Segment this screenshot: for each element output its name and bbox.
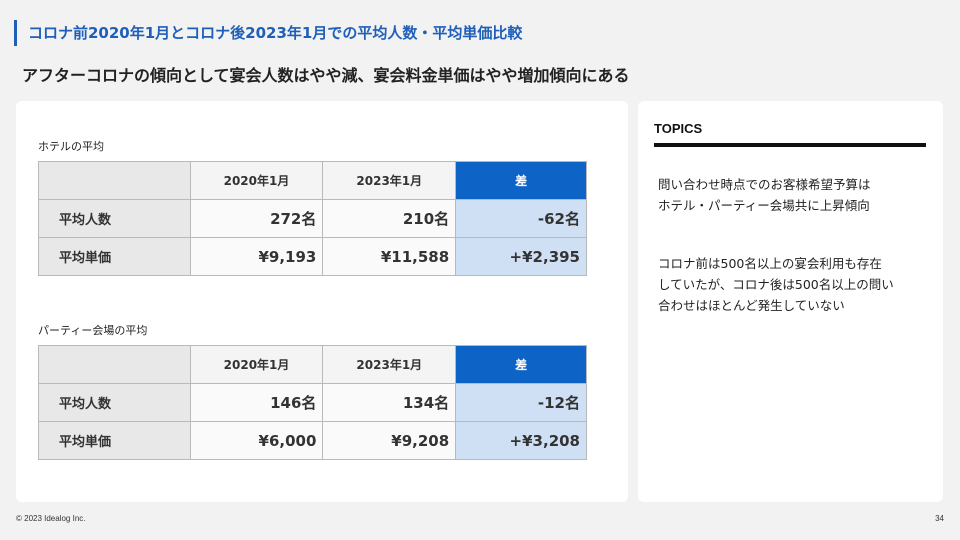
row-label: 平均単価 — [38, 421, 191, 460]
topic-item: コロナ前は500名以上の宴会利用も存在 していたが、コロナ後は500名以上の問い… — [658, 256, 894, 313]
party-venue-comparison-table: 2020年1月 2023年1月 差 平均人数 146名 134名 -12名 平均… — [38, 345, 587, 460]
value-2020: 146名 — [189, 383, 324, 422]
row-label: 平均単価 — [38, 237, 191, 276]
hotel-table-title: ホテルの平均 — [38, 140, 104, 153]
value-2023: ¥9,208 — [322, 421, 457, 460]
value-diff: -62名 — [455, 199, 587, 238]
table-row: 平均単価 ¥9,193 ¥11,588 +¥2,395 — [38, 237, 587, 276]
table-row: 平均人数 272名 210名 -62名 — [38, 199, 587, 238]
value-diff: +¥3,208 — [455, 421, 587, 460]
topics-panel: TOPICS 問い合わせ時点でのお客様希望予算は ホテル・パーティー会場共に上昇… — [638, 101, 943, 502]
comparison-panel: ホテルの平均 2020年1月 2023年1月 差 平均人数 272名 210名 … — [16, 101, 628, 502]
column-header-diff: 差 — [455, 161, 587, 200]
topics-title: TOPICS — [654, 121, 703, 136]
row-label: 平均人数 — [38, 199, 191, 238]
value-2023: 134名 — [322, 383, 457, 422]
topic-item: 問い合わせ時点でのお客様希望予算は ホテル・パーティー会場共に上昇傾向 — [658, 177, 871, 213]
page-title: コロナ前2020年1月とコロナ後2023年1月での平均人数・平均単価比較 — [28, 24, 523, 42]
page-number: 34 — [935, 514, 944, 523]
topics-divider — [654, 143, 926, 147]
header-accent-bar — [14, 20, 17, 46]
value-2020: 272名 — [189, 199, 324, 238]
column-header-2023: 2023年1月 — [322, 161, 457, 200]
value-2023: 210名 — [322, 199, 457, 238]
column-header-2020: 2020年1月 — [189, 161, 324, 200]
table-row: 平均単価 ¥6,000 ¥9,208 +¥3,208 — [38, 421, 587, 460]
table-corner-cell — [38, 345, 191, 384]
value-2020: ¥9,193 — [189, 237, 324, 276]
page-subtitle: アフターコロナの傾向として宴会人数はやや減、宴会料金単価はやや増加傾向にある — [22, 66, 630, 85]
table-header-row: 2020年1月 2023年1月 差 — [38, 345, 587, 384]
column-header-diff: 差 — [455, 345, 587, 384]
table-corner-cell — [38, 161, 191, 200]
column-header-2020: 2020年1月 — [189, 345, 324, 384]
value-diff: +¥2,395 — [455, 237, 587, 276]
hotel-comparison-table: 2020年1月 2023年1月 差 平均人数 272名 210名 -62名 平均… — [38, 161, 587, 276]
value-2020: ¥6,000 — [189, 421, 324, 460]
value-2023: ¥11,588 — [322, 237, 457, 276]
footer-copyright: © 2023 Idealog Inc. — [16, 514, 86, 523]
table-header-row: 2020年1月 2023年1月 差 — [38, 161, 587, 200]
row-label: 平均人数 — [38, 383, 191, 422]
column-header-2023: 2023年1月 — [322, 345, 457, 384]
table-row: 平均人数 146名 134名 -12名 — [38, 383, 587, 422]
party-venue-table-title: パーティー会場の平均 — [38, 324, 148, 337]
value-diff: -12名 — [455, 383, 587, 422]
